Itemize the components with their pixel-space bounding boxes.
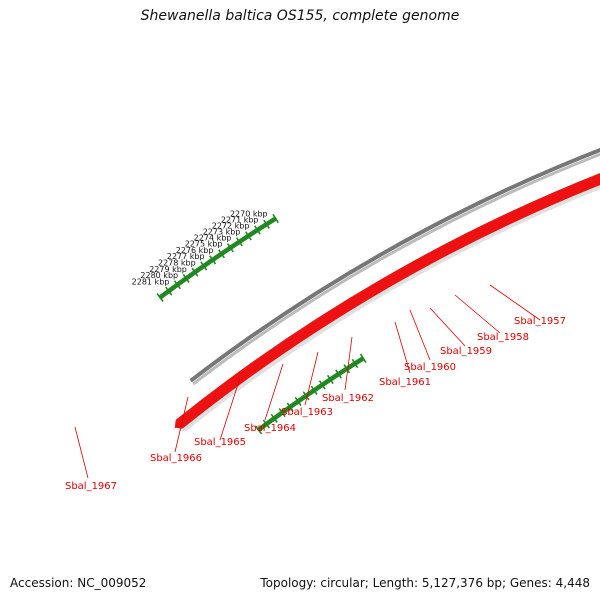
gene-label: Sbal_1962 [322, 393, 374, 404]
outer-minor-tick [236, 239, 241, 245]
outer-minor-tick [165, 289, 171, 295]
gene-label: Sbal_1963 [281, 407, 333, 418]
inner-minor-tick [352, 361, 357, 367]
outer-minor-tick [245, 234, 250, 239]
label-leader-line [219, 377, 241, 441]
inner-minor-tick [303, 393, 308, 399]
gene-labels: Sbal_1957 Sbal_1958 Sbal_1959 Sbal_1960 Sbal… [65, 316, 566, 492]
gene-label: Sbal_1967 [65, 481, 117, 492]
inner-minor-tick [327, 377, 332, 383]
inner-minor-tick [287, 405, 292, 410]
outer-minor-tick [200, 264, 206, 270]
gene-label: Sbal_1964 [244, 423, 296, 434]
label-leader-line [489, 284, 541, 321]
gene-label: Sbal_1957 [514, 316, 566, 327]
inner-minor-tick [360, 356, 365, 362]
gene-label: Sbal_1966 [150, 453, 202, 464]
outer-minor-tick [272, 216, 277, 222]
outer-minor-tick [183, 276, 188, 282]
label-leader-line [394, 321, 411, 374]
scale-label: 2275 kbp [185, 240, 223, 249]
inner-minor-tick [319, 382, 324, 388]
gene-label: Sbal_1965 [194, 437, 246, 448]
gene-label: Sbal_1960 [404, 362, 456, 373]
inner-minor-tick [295, 399, 300, 405]
scale-label: 2277 kbp [167, 252, 205, 261]
accession-text: Accession: NC_009052 [10, 576, 147, 590]
scale-label: 2278 kbp [158, 258, 196, 267]
genome-backbone [189, 147, 600, 383]
map-title: Shewanella baltica OS155, complete genom… [140, 8, 460, 24]
outer-major-tick [272, 213, 279, 224]
gene-label: Sbal_1958 [477, 332, 529, 343]
gene-feature-shadow [177, 177, 600, 432]
outer-minor-tick [254, 228, 259, 234]
scale-label: 2280 kbp [140, 271, 178, 280]
label-leader-line [264, 363, 284, 421]
label-leader-line [429, 307, 466, 347]
outer-minor-tick [227, 245, 232, 251]
inner-minor-tick [279, 410, 284, 416]
inner-minor-tick [311, 388, 316, 394]
label-leader-line [409, 309, 431, 361]
inner-major-tick [359, 353, 367, 363]
outer-scale-ticks [156, 213, 279, 302]
gene-label: Sbal_1959 [440, 346, 492, 357]
scale-label: 2271 kbp [221, 216, 259, 225]
scale-label: 2274 kbp [194, 234, 232, 243]
label-leader-line [454, 294, 501, 334]
genome-summary-text: Topology: circular; Length: 5,127,376 bp… [260, 576, 590, 590]
label-leader-line [74, 426, 89, 479]
outer-minor-tick [218, 251, 223, 257]
scale-label: 2276 kbp [176, 246, 214, 255]
inner-minor-tick [263, 422, 268, 428]
inner-minor-tick [271, 416, 276, 422]
scale-label: 2281 kbp [132, 278, 170, 287]
inner-minor-tick [335, 372, 340, 378]
genome-backbone-shadow [192, 152, 600, 386]
label-leader-line [304, 351, 319, 406]
scale-label: 2270 kbp [230, 210, 268, 219]
scale-label: 2279 kbp [149, 265, 187, 274]
outer-minor-tick [209, 258, 214, 263]
scale-label: 2273 kbp [203, 227, 241, 236]
gene-features [174, 172, 600, 432]
inner-scale-ticks [254, 353, 367, 435]
inner-minor-tick [343, 366, 349, 372]
scale-label: 2272 kbp [212, 221, 250, 230]
outer-minor-tick [174, 282, 179, 288]
label-leader-line [344, 336, 353, 391]
label-leader-line [174, 396, 189, 453]
gene-label: Sbal_1961 [379, 377, 431, 388]
outer-minor-tick [263, 222, 268, 228]
gene-feature [174, 172, 600, 429]
gene-label-leaders [74, 284, 541, 479]
outer-minor-tick [191, 270, 197, 276]
